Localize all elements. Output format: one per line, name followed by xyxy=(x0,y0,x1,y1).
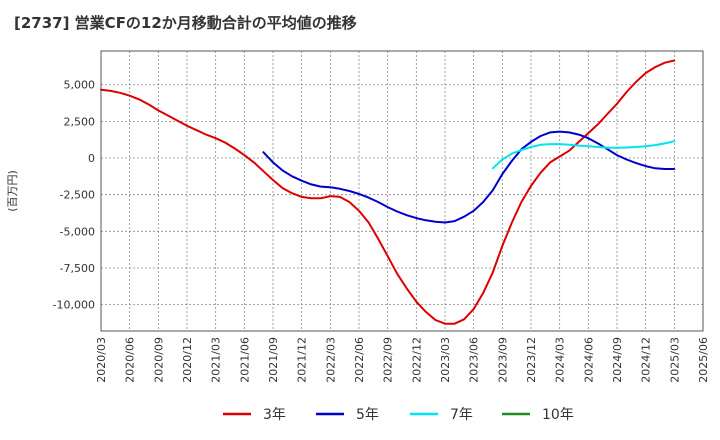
x-tick-label: 2021/12 xyxy=(296,337,309,383)
x-tick-label: 2024/06 xyxy=(582,337,595,383)
x-tick-label: 2021/06 xyxy=(238,337,251,383)
x-tick-label: 2024/12 xyxy=(640,337,653,383)
y-tick-label: -2,500 xyxy=(60,189,95,202)
chart-title: [2737] 営業CFの12か月移動合計の平均値の推移 xyxy=(14,14,357,32)
legend-label: 3年 xyxy=(263,407,286,423)
y-tick-label: 2,500 xyxy=(64,115,96,128)
x-tick-label: 2023/06 xyxy=(468,337,481,383)
y-tick-label: 5,000 xyxy=(64,79,96,92)
x-tick-label: 2021/09 xyxy=(267,337,280,383)
x-tick-label: 2020/06 xyxy=(124,337,137,383)
plot-frame xyxy=(100,50,704,332)
y-tick-label: -7,500 xyxy=(60,262,95,275)
series-line-3年 xyxy=(100,59,676,325)
x-tick-label: 2025/03 xyxy=(668,337,681,383)
x-tick-label: 2022/06 xyxy=(353,337,366,383)
x-tick-label: 2022/03 xyxy=(324,337,337,383)
series-line-7年 xyxy=(491,140,676,170)
y-tick-label: -5,000 xyxy=(60,225,95,238)
x-tick-label: 2023/12 xyxy=(525,337,538,383)
x-tick-label: 2020/03 xyxy=(95,337,108,383)
x-tick-label: 2023/09 xyxy=(496,337,509,383)
x-tick-label: 2024/09 xyxy=(611,337,624,383)
y-tick-label: 0 xyxy=(88,152,95,165)
plot-area xyxy=(101,51,703,331)
legend-label: 10年 xyxy=(542,407,574,423)
x-tick-label: 2020/12 xyxy=(181,337,194,383)
x-tick-label: 2022/12 xyxy=(410,337,423,383)
y-tick-label: -10,000 xyxy=(53,299,95,312)
x-tick-label: 2023/03 xyxy=(439,337,452,383)
legend-label: 7年 xyxy=(450,407,473,423)
x-tick-label: 2020/09 xyxy=(152,337,165,383)
x-tick-label: 2025/06 xyxy=(697,337,710,383)
x-tick-label: 2024/03 xyxy=(554,337,567,383)
legend-label: 5年 xyxy=(356,407,379,423)
y-axis-label: (百万円) xyxy=(6,170,19,212)
x-tick-label: 2021/03 xyxy=(210,337,223,383)
x-tick-label: 2022/09 xyxy=(382,337,395,383)
